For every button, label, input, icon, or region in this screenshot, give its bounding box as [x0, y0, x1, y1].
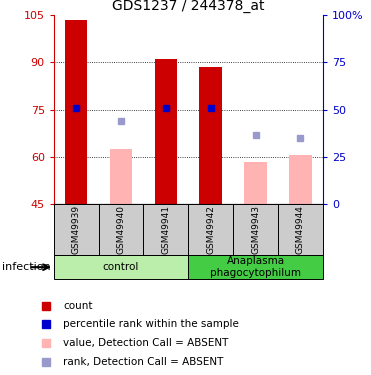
Text: rank, Detection Call = ABSENT: rank, Detection Call = ABSENT: [63, 357, 224, 367]
Title: GDS1237 / 244378_at: GDS1237 / 244378_at: [112, 0, 265, 13]
Text: GSM49940: GSM49940: [116, 205, 125, 254]
Text: percentile rank within the sample: percentile rank within the sample: [63, 320, 239, 329]
Bar: [54, 255, 188, 279]
Bar: [233, 204, 278, 255]
Bar: [54, 204, 99, 255]
Bar: [188, 255, 323, 279]
Text: count: count: [63, 301, 93, 310]
Bar: [244, 162, 267, 204]
Bar: [188, 204, 233, 255]
Bar: [65, 20, 88, 204]
Bar: [110, 149, 132, 204]
Text: infection: infection: [2, 262, 50, 272]
Bar: [289, 156, 312, 204]
Bar: [99, 204, 144, 255]
Text: GSM49939: GSM49939: [72, 205, 81, 254]
Text: GSM49943: GSM49943: [251, 205, 260, 254]
Text: value, Detection Call = ABSENT: value, Detection Call = ABSENT: [63, 338, 229, 348]
Text: control: control: [103, 262, 139, 272]
Bar: [144, 204, 188, 255]
Text: GSM49944: GSM49944: [296, 205, 305, 254]
Bar: [155, 59, 177, 204]
Bar: [278, 204, 323, 255]
Text: Anaplasma
phagocytophilum: Anaplasma phagocytophilum: [210, 256, 301, 278]
Bar: [200, 67, 222, 204]
Text: GSM49942: GSM49942: [206, 205, 215, 254]
Text: GSM49941: GSM49941: [161, 205, 170, 254]
